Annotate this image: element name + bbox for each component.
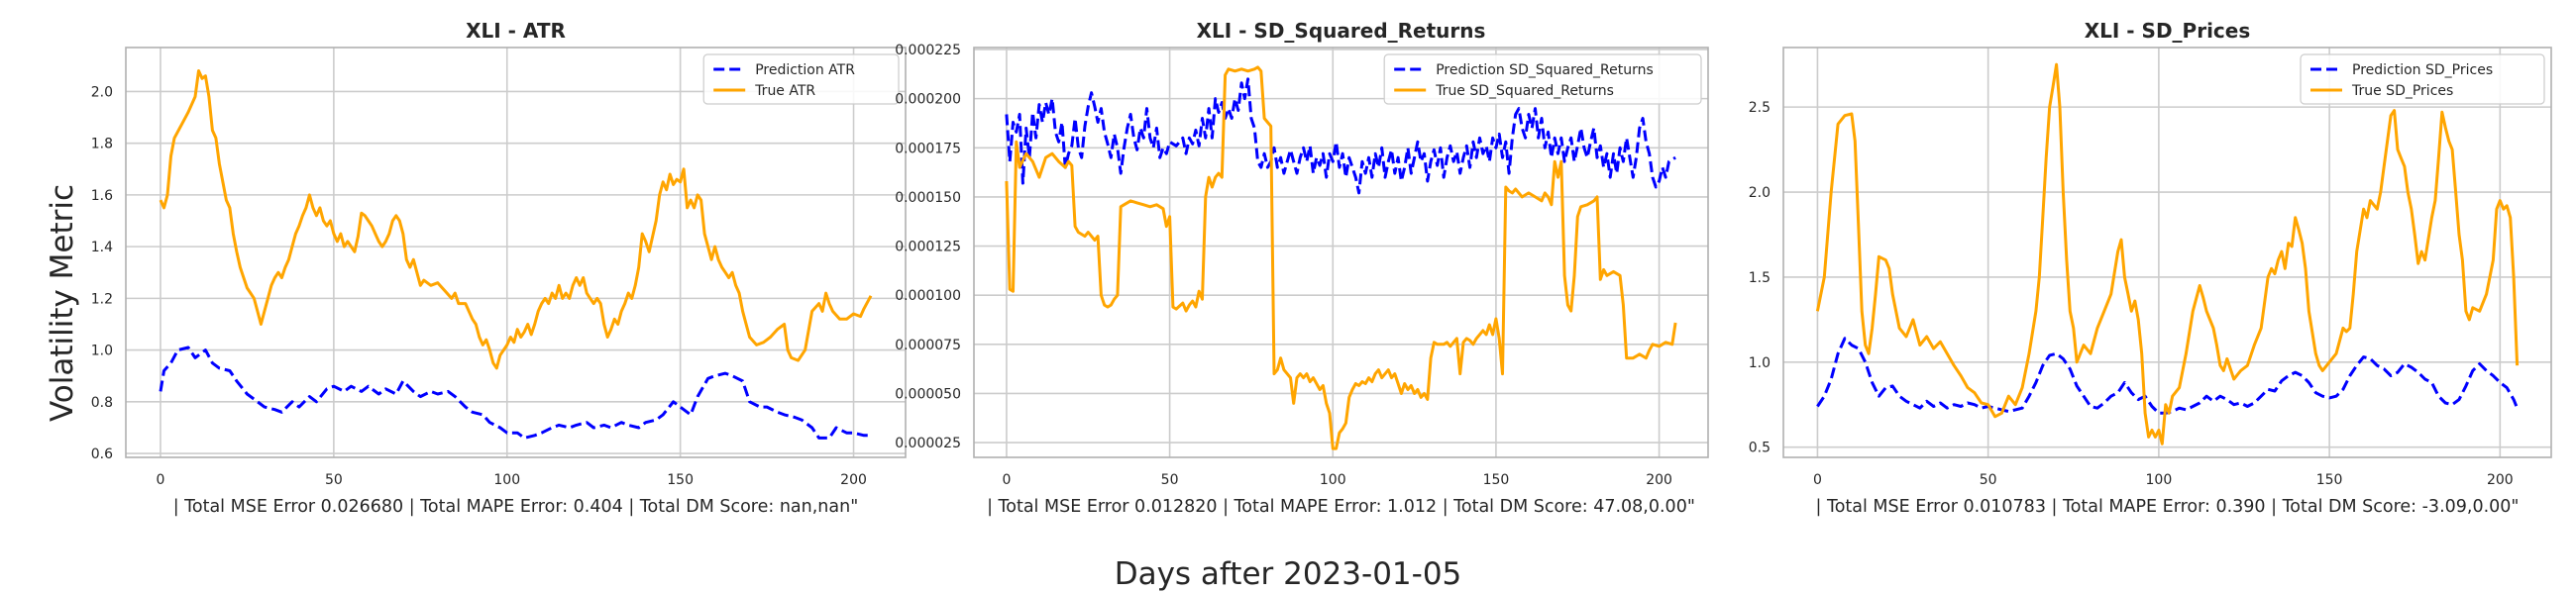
series-line-prediction (159, 346, 871, 440)
legend-label: Prediction ATR (755, 62, 855, 78)
chart-panel-3: 0.5 1.0 1.5 2.0 2.5 0 50 100 150 200 XLI - SD_Pric… (1749, 19, 2552, 517)
chart-title: XLI - SD_Squared_Returns (1197, 19, 1486, 43)
y-tick-label: 0.000225 (895, 43, 961, 58)
y-tick-label: 0.8 (91, 395, 113, 411)
chart-panel-1: 0.6 0.8 1.0 1.2 1.4 1.6 1.8 2.0 0 50 100 150 200 XLI … (91, 19, 907, 517)
legend-box (702, 53, 900, 105)
legend-label: True ATR (754, 83, 815, 99)
chart-title: XLI - SD_Prices (2085, 19, 2251, 43)
legend-label: True SD_Prices (2351, 83, 2453, 99)
x-tick-label: 200 (840, 472, 867, 488)
x-axis-label: | Total MSE Error 0.012820 | Total MAPE … (987, 497, 1695, 517)
legend: Prediction ATR True ATR (702, 53, 900, 105)
y-tick-label: 2.0 (91, 84, 113, 100)
y-tick-label: 0.000075 (895, 338, 961, 353)
y-tick-label: 0.000100 (895, 288, 961, 304)
x-tick-label: 150 (2316, 472, 2343, 488)
y-tick-label: 0.000175 (895, 141, 961, 156)
x-tick-label: 0 (1813, 472, 1822, 488)
x-tick-label: 200 (1646, 472, 1672, 488)
x-tick-label: 100 (2146, 472, 2173, 488)
legend-label: Prediction SD_Prices (2352, 62, 2493, 78)
legend-box (1383, 53, 1702, 105)
y-tick-label: 0.5 (1749, 441, 1771, 456)
plot-frame (1782, 47, 2552, 458)
x-tick-label: 100 (493, 472, 520, 488)
series-line-true (159, 69, 873, 370)
legend-box (2300, 53, 2545, 105)
x-tick-label: 150 (1483, 472, 1510, 488)
figure-x-axis-label: Days after 2023-01-05 (1115, 556, 1462, 592)
y-tick-label: 1.5 (1749, 270, 1771, 286)
plot-frame (973, 47, 1709, 458)
legend-label: Prediction SD_Squared_Returns (1436, 62, 1654, 78)
y-tick-label: 2.0 (1749, 185, 1771, 201)
x-tick-label: 200 (2487, 472, 2514, 488)
plot-area (1783, 48, 2551, 457)
x-tick-label: 50 (325, 472, 343, 488)
y-tick-label: 0.000150 (895, 190, 961, 206)
series-line-true (1815, 62, 2520, 446)
figure-y-axis-label: Volatility Metric (45, 184, 80, 422)
x-axis-label: | Total MSE Error 0.010783 | Total MAPE … (1816, 497, 2520, 517)
y-tick-label: 1.2 (91, 291, 113, 307)
y-tick-label: 0.000125 (895, 240, 961, 255)
legend: Prediction SD_Squared_Returns True SD_Squ… (1383, 53, 1702, 105)
y-tick-label: 1.4 (91, 240, 113, 255)
y-tick-label: 0.000050 (895, 386, 961, 402)
chart-title: XLI - ATR (466, 19, 566, 43)
x-tick-label: 50 (1980, 472, 1997, 488)
chart-panel-2: 0.000025 0.000050 0.000075 0.000100 0.000125… (895, 19, 1709, 517)
y-tick-label: 2.5 (1749, 100, 1771, 116)
plot-area (126, 48, 906, 457)
x-axis-label: | Total MSE Error 0.026680 | Total MAPE … (173, 497, 859, 517)
legend-label: True SD_Squared_Returns (1435, 83, 1614, 99)
y-tick-label: 0.000200 (895, 92, 961, 108)
series-line-true (1005, 65, 1677, 450)
x-tick-label: 0 (157, 472, 165, 488)
y-tick-label: 0.6 (91, 446, 113, 462)
plot-frame (125, 47, 907, 458)
legend: Prediction SD_Prices True SD_Prices (2300, 53, 2545, 105)
x-tick-label: 150 (667, 472, 694, 488)
plot-area (974, 48, 1708, 457)
series-line-prediction (1005, 77, 1676, 195)
y-tick-label: 1.6 (91, 188, 113, 204)
y-tick-label: 0.000025 (895, 436, 961, 451)
x-tick-label: 100 (1320, 472, 1346, 488)
x-tick-label: 50 (1161, 472, 1179, 488)
y-tick-label: 1.0 (1749, 355, 1771, 371)
x-tick-label: 0 (1002, 472, 1011, 488)
y-tick-label: 1.8 (91, 137, 113, 152)
y-tick-label: 1.0 (91, 344, 113, 359)
